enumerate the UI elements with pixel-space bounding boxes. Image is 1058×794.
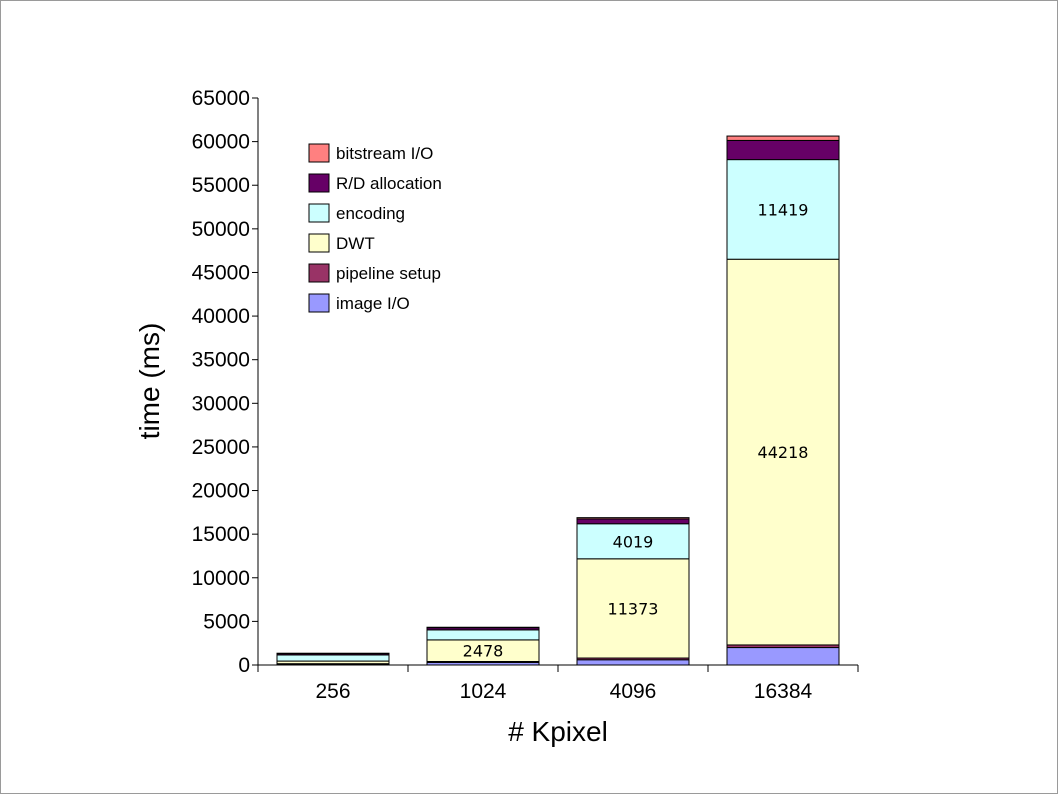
y-tick-label: 30000 bbox=[192, 392, 250, 415]
bar-segment-encoding-1024 bbox=[426, 629, 540, 641]
y-tick-label: 20000 bbox=[192, 480, 250, 503]
data-label: 4019 bbox=[613, 532, 654, 551]
bar-segment-encoding-4096 bbox=[576, 523, 690, 560]
bar-segment-dwt-16384 bbox=[726, 258, 840, 646]
data-label: 44218 bbox=[758, 443, 809, 462]
x-tick-label: 4096 bbox=[610, 680, 657, 703]
legend-swatch bbox=[308, 263, 330, 283]
legend-swatch bbox=[308, 173, 330, 193]
bar-segment-r-d-allocation-16384 bbox=[726, 139, 840, 161]
axes-layer: 0 5000 10000 15000 20000 25000 30000 35000 40000… bbox=[192, 87, 859, 703]
bar-segment-encoding-16384 bbox=[726, 159, 840, 260]
legend-swatch bbox=[308, 203, 330, 223]
data-label: 11373 bbox=[608, 599, 659, 618]
y-tick-label: 60000 bbox=[192, 131, 250, 154]
legend-label: image I/O bbox=[336, 294, 410, 313]
bar-segment-image-i-o-16384 bbox=[726, 647, 840, 666]
y-tick-label: 25000 bbox=[192, 436, 250, 459]
y-tick-label: 45000 bbox=[192, 261, 250, 284]
bar-segment-r-d-allocation-4096 bbox=[576, 518, 690, 525]
data-labels-layer: 2478 11373 44218 4019 11419 bbox=[463, 200, 809, 660]
data-label: 11419 bbox=[758, 200, 809, 219]
y-tick-label: 55000 bbox=[192, 174, 250, 197]
legend: bitstream I/O R/D allocation encoding DWT pi… bbox=[308, 143, 442, 313]
y-tick-label: 10000 bbox=[192, 567, 250, 590]
data-label: 2478 bbox=[463, 642, 504, 661]
legend-label: R/D allocation bbox=[336, 174, 442, 193]
y-tick-label: 0 bbox=[238, 654, 250, 677]
y-axis-title: time (ms) bbox=[134, 323, 165, 440]
y-tick-label: 15000 bbox=[192, 523, 250, 546]
legend-swatch bbox=[308, 293, 330, 313]
y-tick-label: 5000 bbox=[203, 610, 250, 633]
bar-segment-image-i-o-4096 bbox=[576, 659, 690, 666]
x-tick-label: 256 bbox=[315, 680, 350, 703]
bar-segment-encoding-256 bbox=[276, 654, 390, 662]
y-tick-label: 35000 bbox=[192, 349, 250, 372]
bar-segment-dwt-4096 bbox=[576, 558, 690, 659]
legend-swatch bbox=[308, 143, 330, 163]
legend-label: encoding bbox=[336, 204, 405, 223]
x-tick-label: 16384 bbox=[754, 680, 813, 703]
legend-swatch bbox=[308, 233, 330, 253]
bar-segment-bitstream-i-o-16384 bbox=[726, 135, 840, 141]
bar-segment-bitstream-i-o-4096 bbox=[576, 517, 690, 520]
legend-label: pipeline setup bbox=[336, 264, 441, 283]
y-tick-label: 50000 bbox=[192, 218, 250, 241]
x-axis-title: # Kpixel bbox=[508, 716, 608, 747]
legend-label: DWT bbox=[336, 234, 375, 253]
y-tick-label: 65000 bbox=[192, 87, 250, 110]
legend-label: bitstream I/O bbox=[336, 144, 433, 163]
y-tick-label: 40000 bbox=[192, 305, 250, 328]
x-tick-label: 1024 bbox=[460, 680, 507, 703]
